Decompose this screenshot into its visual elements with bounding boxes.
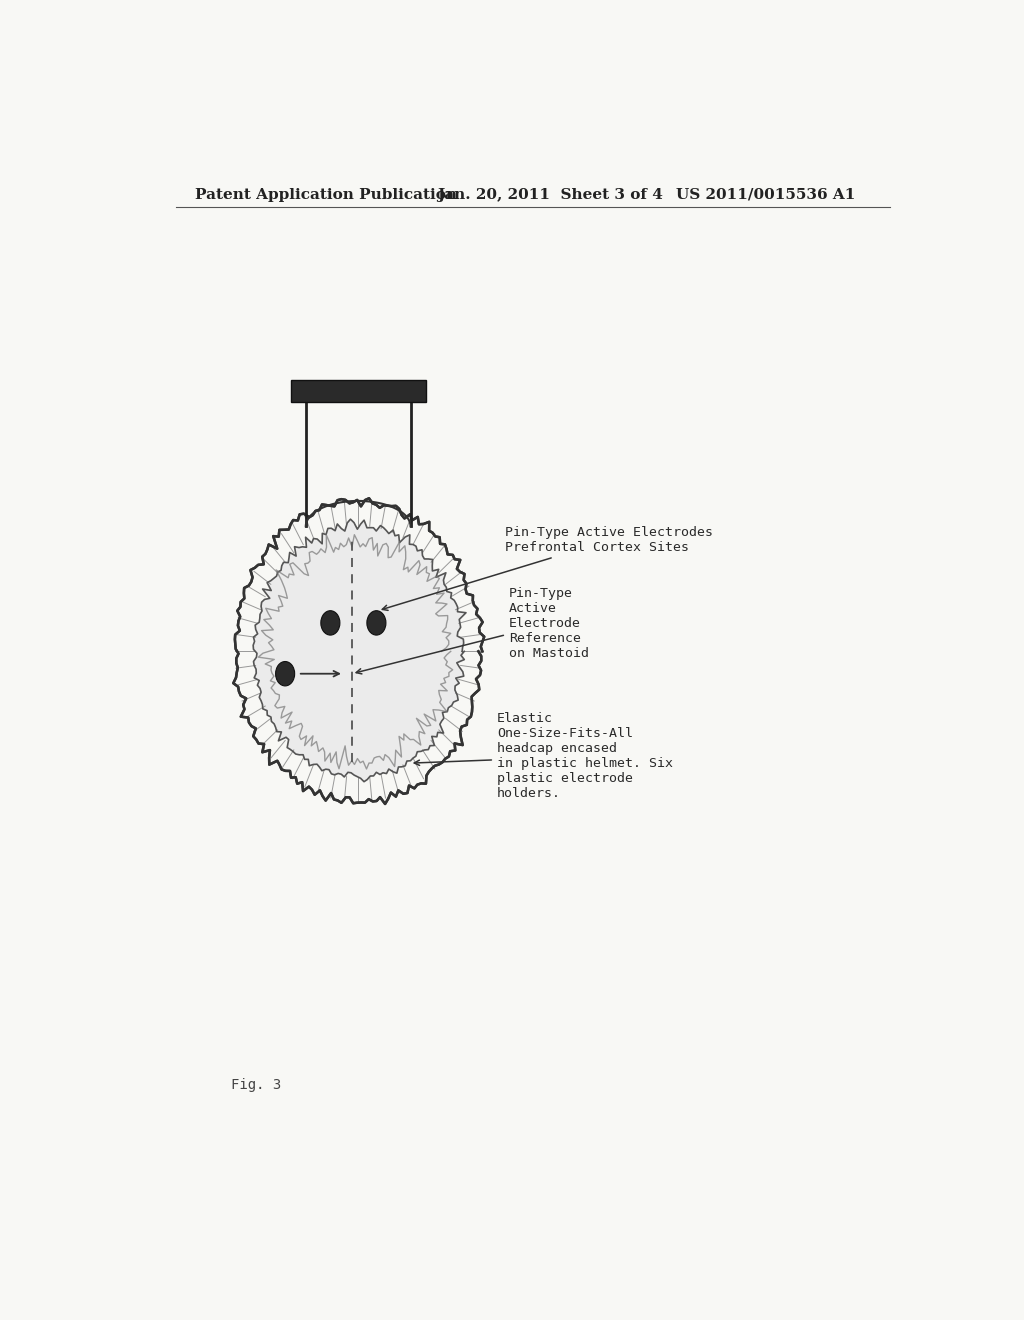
Bar	[291, 380, 426, 403]
Text: Pin-Type
Active
Electrode
Reference
on Mastoid: Pin-Type Active Electrode Reference on M…	[356, 587, 589, 675]
Circle shape	[367, 611, 386, 635]
Circle shape	[321, 611, 340, 635]
Text: Pin-Type Active Electrodes
Prefrontal Cortex Sites: Pin-Type Active Electrodes Prefrontal Co…	[382, 527, 713, 610]
Circle shape	[275, 661, 295, 686]
Polygon shape	[253, 519, 466, 781]
Text: Elastic
One-Size-Fits-All
headcap encased
in plastic helmet. Six
plastic electro: Elastic One-Size-Fits-All headcap encase…	[415, 713, 673, 800]
Text: Patent Application Publication: Patent Application Publication	[196, 187, 458, 202]
Text: Jan. 20, 2011  Sheet 3 of 4: Jan. 20, 2011 Sheet 3 of 4	[437, 187, 664, 202]
Text: US 2011/0015536 A1: US 2011/0015536 A1	[676, 187, 855, 202]
Text: Fig. 3: Fig. 3	[231, 1078, 282, 1093]
